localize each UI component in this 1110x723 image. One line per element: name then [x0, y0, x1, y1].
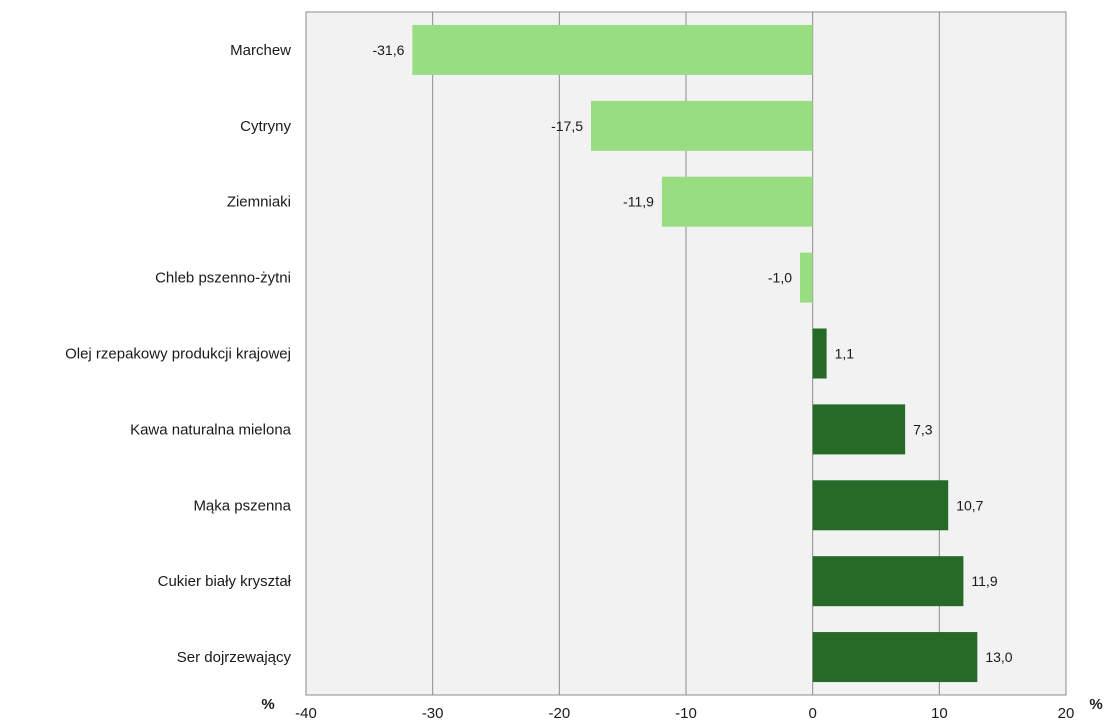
x-axis-ticks: -40 -30 -20 -10 0 10 20 — [295, 705, 1074, 722]
tick-label: -10 — [675, 705, 697, 722]
category-label: Mąka pszenna — [193, 497, 291, 514]
bars — [412, 24, 978, 683]
category-label: Ser dojrzewający — [177, 649, 292, 666]
category-label: Cytryny — [240, 118, 291, 135]
bar — [812, 480, 949, 531]
bar — [812, 632, 978, 683]
data-label: 11,9 — [971, 573, 997, 589]
tick-label: 10 — [931, 705, 948, 722]
tick-label: -40 — [295, 705, 317, 722]
data-label: -11,9 — [623, 194, 654, 210]
category-label: Chleb pszenno-żytni — [155, 270, 291, 287]
bar — [412, 24, 813, 75]
category-labels: Marchew Cytryny Ziemniaki Chleb pszenno-żyt… — [65, 42, 292, 666]
data-label: -17,5 — [551, 118, 583, 134]
tick-label: 0 — [808, 705, 816, 722]
data-label: -31,6 — [372, 42, 404, 58]
bar — [800, 252, 813, 303]
tick-label: -30 — [422, 705, 444, 722]
data-label: 1,1 — [835, 346, 855, 362]
data-label: 10,7 — [956, 497, 983, 513]
data-label: -1,0 — [768, 270, 792, 286]
category-label: Marchew — [230, 42, 291, 59]
data-labels: -31,6 -17,5 -11,9 -1,0 1,1 7,3 10,7 11,9 13,0 — [372, 42, 1012, 665]
bar — [661, 176, 813, 227]
category-label: Olej rzepakowy produkcji krajowej — [65, 346, 291, 363]
tick-label: -20 — [548, 705, 570, 722]
data-label: 13,0 — [985, 649, 1012, 665]
category-label: Cukier biały kryształ — [158, 573, 292, 590]
bar — [591, 100, 813, 151]
tick-label: 20 — [1058, 705, 1075, 722]
bar — [812, 556, 964, 607]
bar — [812, 404, 906, 455]
category-label: Ziemniaki — [227, 194, 291, 211]
category-label: Kawa naturalna mielona — [130, 421, 292, 438]
unit-label-right: % — [1089, 696, 1102, 713]
bar — [812, 328, 827, 379]
data-label: 7,3 — [913, 421, 933, 437]
unit-label-left: % — [261, 696, 274, 713]
